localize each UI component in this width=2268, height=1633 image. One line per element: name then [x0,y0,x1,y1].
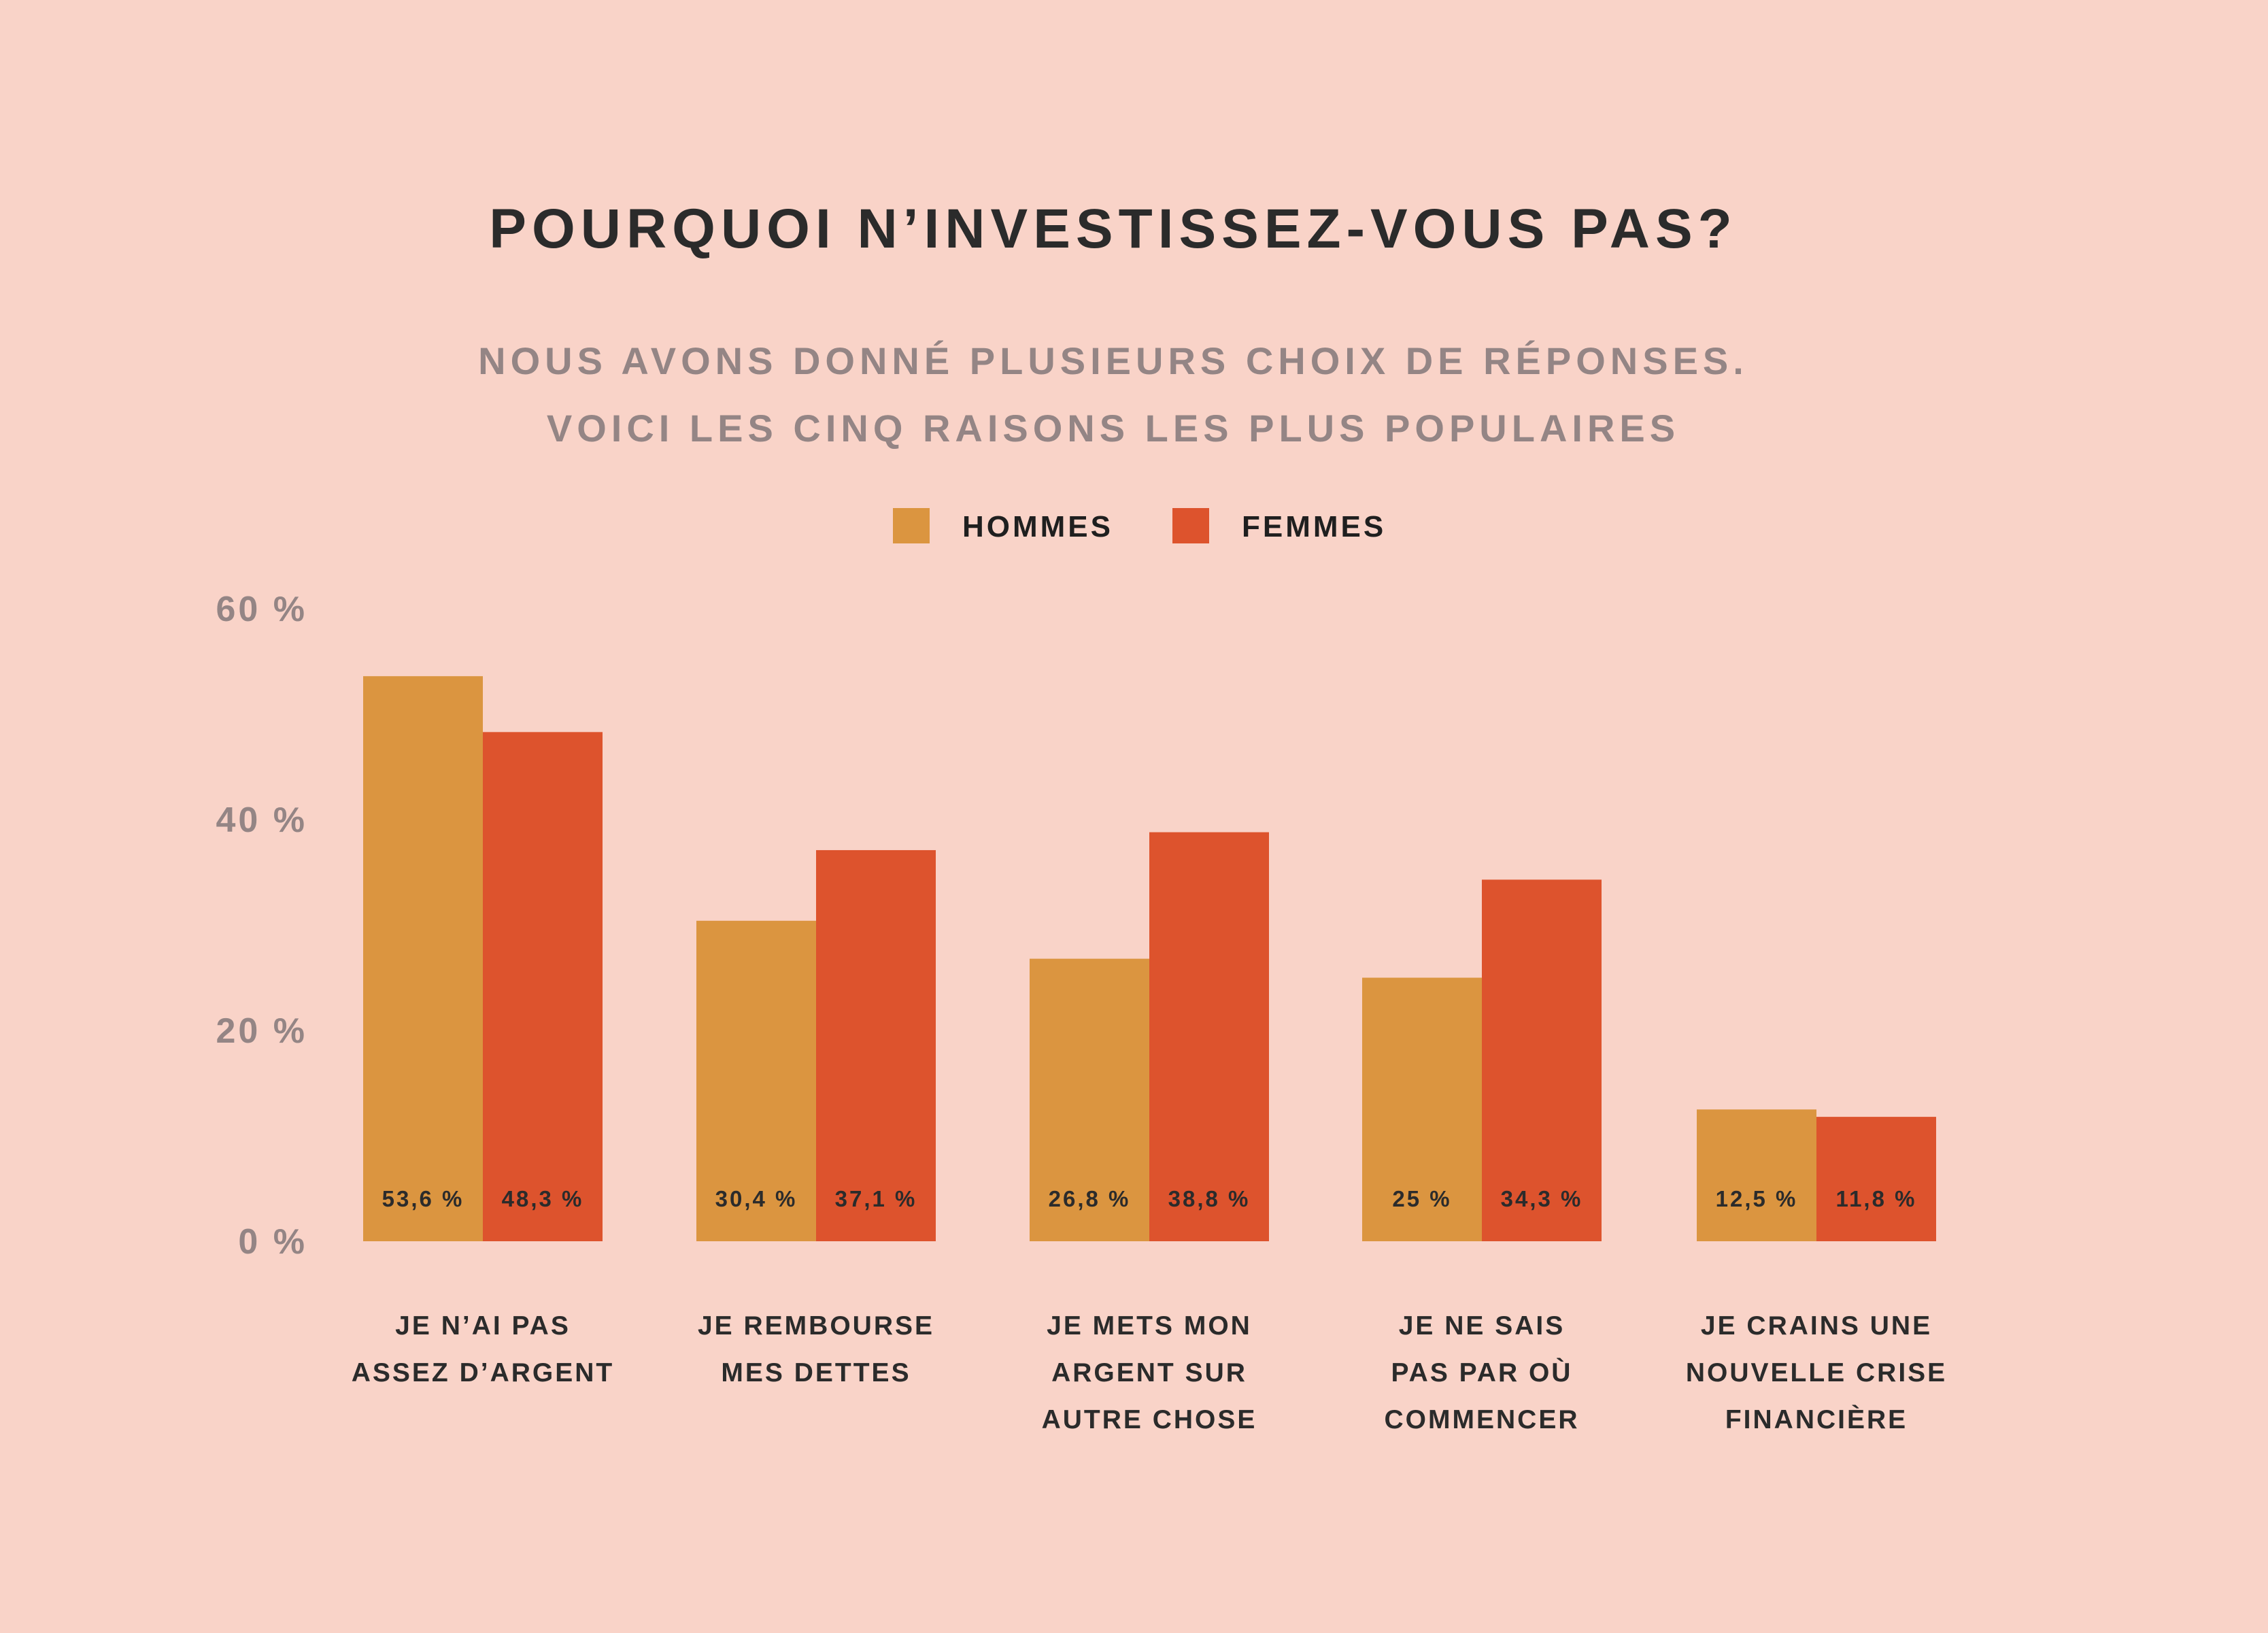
category-label-line: JE REMBOURSE [697,1311,935,1341]
bar-hommes-1 [363,676,483,1241]
chart-subtitle-line-2: VOICI LES CINQ RAISONS LES PLUS POPULAIR… [546,407,1680,450]
bar-value-label: 11,8 % [1836,1186,1917,1211]
bar-value-label: 48,3 % [502,1186,584,1211]
category-label-line: JE N’AI PAS [395,1311,571,1341]
chart-subtitle-line-1: NOUS AVONS DONNÉ PLUSIEURS CHOIX DE RÉPO… [478,339,1748,382]
bar-hommes-3 [1030,958,1149,1241]
category-label-line: PAS PAR OÙ [1391,1358,1573,1387]
category-label-line: ARGENT SUR [1051,1358,1247,1387]
category-label-3: JE METS MON ARGENT SUR AUTRE CHOSE [1006,1302,1292,1443]
bar-value-label: 12,5 % [1716,1186,1798,1211]
y-tick-label: 60 % [216,590,307,629]
bar-hommes-4 [1362,977,1482,1241]
bar-value-label: 30,4 % [715,1186,798,1211]
bar-femmes-3 [1149,832,1269,1241]
category-label-5: JE CRAINS UNE NOUVELLE CRISE FINANCIÈRE [1674,1302,1959,1443]
bar-hommes-5 [1697,1109,1816,1241]
category-label-line: FINANCIÈRE [1725,1405,1908,1434]
bar-value-label: 37,1 % [835,1186,917,1211]
bar-femmes-2 [816,849,936,1241]
category-label-4: JE NE SAIS PAS PAR OÙ COMMENCER [1339,1302,1625,1443]
category-label-line: ASSEZ D’ARGENT [351,1358,615,1387]
chart-title: POURQUOI N’INVESTISSEZ-VOUS PAS? [489,198,1738,260]
legend-label-femmes: FEMMES [1242,510,1387,543]
category-label-1: JE N’AI PAS ASSEZ D’ARGENT [340,1302,626,1396]
category-label-line: COMMENCER [1384,1405,1580,1434]
legend-swatch-femmes [1172,508,1209,543]
bar-value-label: 25 % [1392,1186,1451,1211]
category-label-line: NOUVELLE CRISE [1685,1358,1948,1387]
bar-value-label: 53,6 % [382,1186,464,1211]
category-label-line: JE NE SAIS [1398,1311,1565,1341]
y-tick-label: 20 % [216,1011,307,1051]
bar-value-label: 26,8 % [1049,1186,1131,1211]
y-tick-label: 0 % [238,1222,307,1262]
y-tick-label: 40 % [216,801,307,840]
bar-femmes-5 [1816,1117,1936,1241]
category-label-line: AUTRE CHOSE [1041,1405,1257,1434]
category-label-line: JE CRAINS UNE [1700,1311,1933,1341]
category-label-line: MES DETTES [721,1358,911,1387]
legend-swatch-hommes [893,508,930,543]
bar-femmes-4 [1482,879,1602,1241]
bar-value-label: 34,3 % [1501,1186,1583,1211]
bar-hommes-2 [696,920,816,1241]
category-label-2: JE REMBOURSE MES DETTES [673,1302,959,1396]
bar-femmes-1 [483,732,603,1241]
bar-value-label: 38,8 % [1168,1186,1251,1211]
category-label-line: JE METS MON [1047,1311,1252,1341]
legend-label-hommes: HOMMES [962,510,1113,543]
